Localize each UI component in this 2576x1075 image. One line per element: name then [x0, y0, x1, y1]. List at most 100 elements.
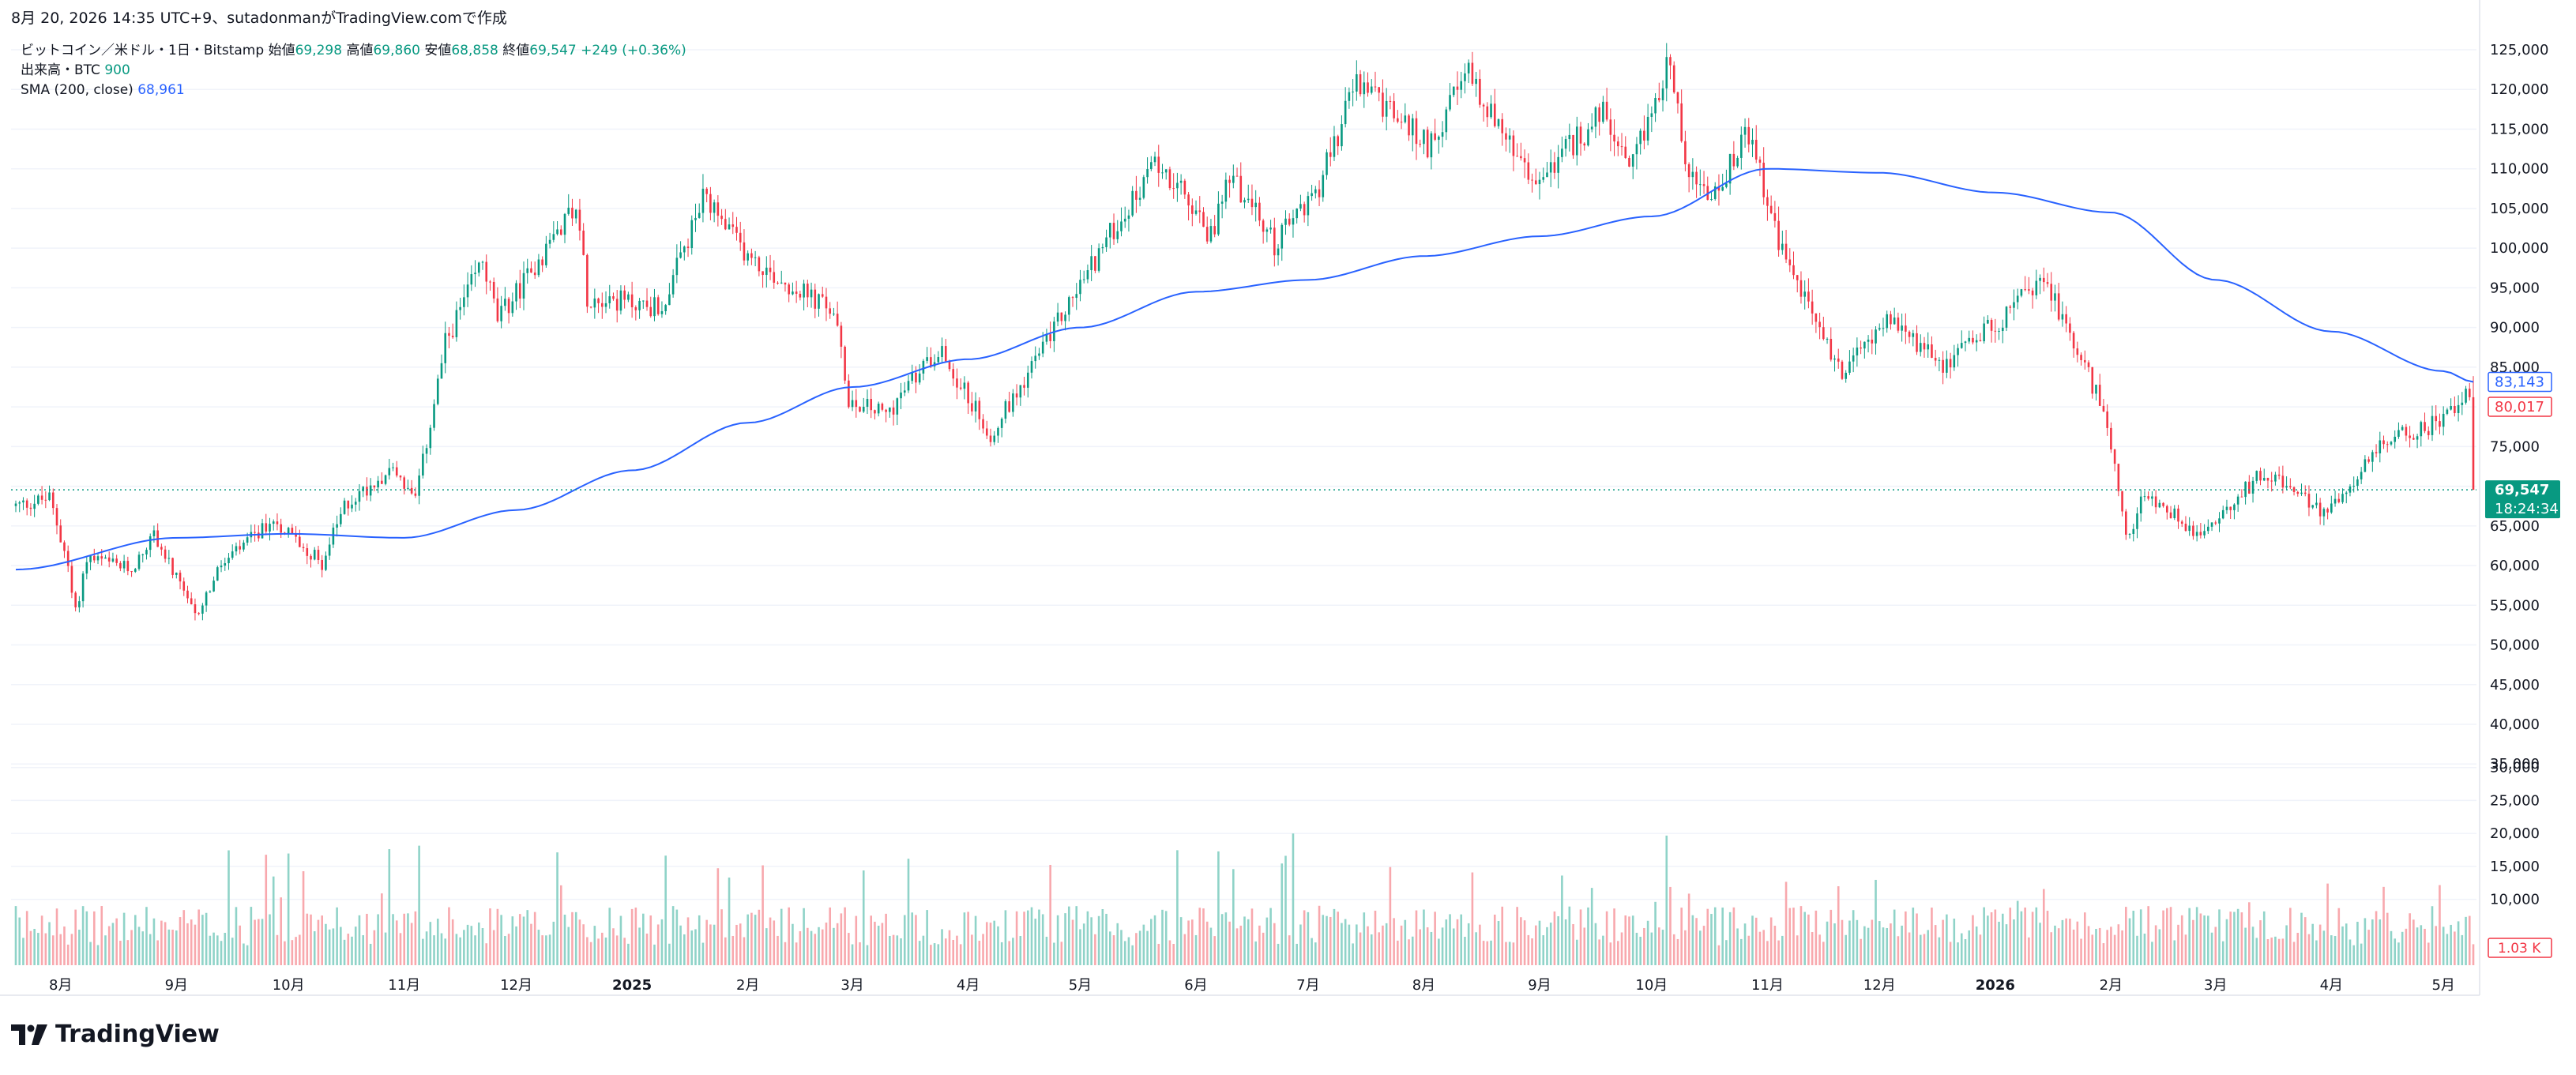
- volume-bar: [956, 935, 958, 965]
- candle-body: [59, 525, 62, 543]
- volume-bar: [451, 919, 454, 965]
- candle-body: [956, 378, 958, 388]
- candle-body: [2371, 452, 2374, 462]
- high-label: 高値: [346, 43, 374, 58]
- volume-bar: [1871, 919, 1874, 965]
- candle-body: [317, 550, 320, 560]
- volume-bar: [2136, 935, 2138, 965]
- candle-body: [545, 243, 547, 265]
- volume-bar: [833, 927, 835, 965]
- volume-bar: [1635, 932, 1638, 965]
- candle-body: [2158, 502, 2161, 508]
- volume-bar: [686, 917, 690, 965]
- candle-body: [2042, 277, 2045, 283]
- candle-body: [33, 503, 36, 509]
- candle-body: [641, 300, 645, 302]
- volume-label[interactable]: 出来高・BTC: [21, 62, 100, 78]
- volume-bar: [2195, 907, 2198, 965]
- candle-body: [1747, 126, 1751, 145]
- candle-body: [926, 357, 928, 361]
- candle-body: [1841, 361, 1844, 379]
- volume-bar: [33, 928, 36, 965]
- close-label: 終値: [502, 43, 530, 58]
- candle-body: [332, 527, 335, 545]
- candle-body: [900, 392, 902, 399]
- candle-body: [216, 567, 219, 581]
- candle-body: [690, 220, 694, 249]
- candle-body: [1919, 343, 1922, 352]
- volume-bar: [930, 945, 932, 965]
- sma-label[interactable]: SMA (200, close): [21, 82, 134, 98]
- volume-bar: [615, 935, 619, 965]
- volume-bar: [239, 925, 241, 965]
- candle-body: [145, 550, 148, 554]
- volume-bar: [2405, 928, 2408, 965]
- tradingview-logo-text: TradingView: [55, 1020, 220, 1048]
- symbol-title[interactable]: ビットコイン／米ドル・1日・Bitstamp: [21, 43, 265, 58]
- volume-bar: [194, 924, 197, 965]
- candle-body: [2274, 474, 2277, 482]
- candle-body: [1987, 319, 1989, 324]
- candle-body: [1075, 294, 1078, 299]
- volume-bar: [559, 885, 562, 965]
- candle-body: [122, 561, 126, 569]
- volume-bar: [2102, 943, 2105, 965]
- candle-body: [1856, 348, 1859, 355]
- candle-body: [171, 558, 174, 575]
- volume-bar: [1713, 907, 1717, 965]
- candle-body: [1497, 118, 1500, 126]
- volume-bar: [2397, 942, 2400, 965]
- volume-bar: [2326, 883, 2329, 965]
- volume-bar: [1157, 943, 1160, 965]
- volume-bar: [209, 935, 212, 965]
- volume-bar: [641, 913, 645, 965]
- candle-body: [2024, 289, 2026, 291]
- volume-bar: [1916, 913, 1918, 965]
- volume-bar: [840, 913, 843, 965]
- volume-bar: [963, 912, 966, 965]
- candle-body: [231, 551, 234, 558]
- volume-bar: [1213, 936, 1216, 965]
- volume-bar: [1650, 932, 1653, 965]
- candle-body: [2162, 502, 2164, 506]
- volume-bar: [492, 930, 495, 965]
- candle-body: [2461, 402, 2464, 405]
- candle-body: [130, 571, 133, 573]
- price-tick-label: 95,000: [2490, 280, 2540, 296]
- candle-body: [885, 409, 887, 412]
- volume-bar: [1609, 942, 1612, 965]
- candle-body: [1549, 162, 1552, 173]
- candle-body: [2233, 504, 2236, 510]
- volume-bar: [2240, 912, 2243, 965]
- candle-body: [814, 289, 817, 309]
- volume-bar: [1064, 913, 1066, 965]
- volume-bar: [1224, 912, 1228, 965]
- candle-body: [1968, 337, 1971, 342]
- candle-body: [2110, 427, 2112, 450]
- volume-bar: [167, 929, 171, 965]
- candle-body: [433, 404, 435, 428]
- candle-body: [1164, 169, 1168, 173]
- volume-bar: [1949, 942, 1952, 965]
- candle-body: [720, 216, 723, 220]
- candle-body: [1796, 275, 1799, 280]
- volume-bar: [2356, 922, 2359, 965]
- candle-body: [2057, 293, 2060, 320]
- candle-body: [1243, 200, 1246, 203]
- volume-bar: [541, 935, 543, 965]
- volume-bar: [1250, 908, 1254, 965]
- volume-tick-label: 15,000: [2490, 859, 2540, 875]
- candle-body: [1931, 344, 1933, 359]
- candle-body: [388, 468, 391, 475]
- candle-body: [1579, 126, 1582, 144]
- tradingview-logo[interactable]: TradingView: [11, 1020, 220, 1048]
- volume-bar: [1239, 925, 1243, 965]
- candle-body: [1150, 162, 1153, 170]
- volume-bar: [201, 915, 204, 965]
- candle-body: [941, 346, 943, 358]
- candle-body: [272, 521, 275, 524]
- candle-body: [1949, 359, 1952, 368]
- volume-bar: [2431, 906, 2434, 965]
- volume-bar: [313, 931, 316, 965]
